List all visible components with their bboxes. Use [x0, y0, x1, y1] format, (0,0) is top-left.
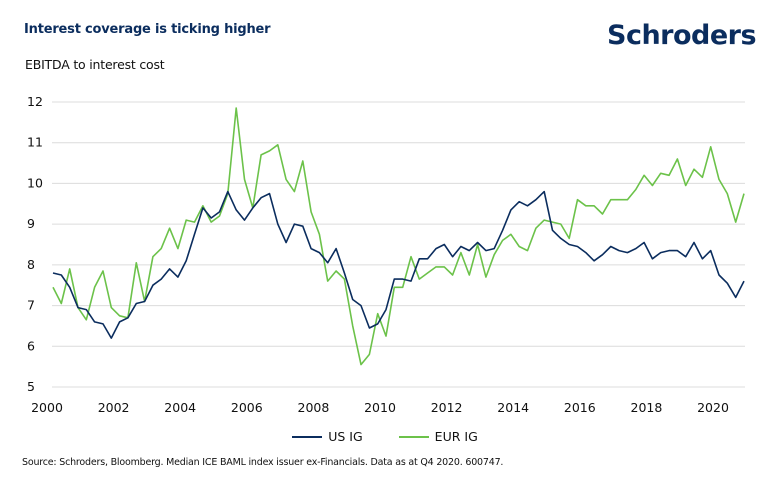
- legend: US IG EUR IG: [0, 429, 770, 444]
- x-tick-label: 2008: [298, 400, 330, 415]
- line-chart: 5 6 7 8 9 10 11 12 2000 2002 2004 2006 2008 2010 2012…: [27, 94, 745, 415]
- legend-item-eur-ig: EUR IG: [398, 429, 478, 444]
- series-line-eur-ig: [52, 107, 745, 366]
- x-tick-label: 2010: [364, 400, 396, 415]
- y-tick-label: 5: [27, 379, 35, 394]
- y-axis-ticks: 5 6 7 8 9 10 11 12: [27, 94, 43, 394]
- x-tick-label: 2002: [98, 400, 130, 415]
- legend-label-eur-ig: EUR IG: [434, 429, 478, 444]
- gridlines: [52, 101, 745, 388]
- y-tick-label: 8: [27, 257, 35, 272]
- series-line-us-ig: [52, 190, 745, 339]
- x-axis-ticks: 2000 2002 2004 2006 2008 2010 2012 2014 2016 2018…: [31, 400, 729, 415]
- legend-swatch-us-ig: [292, 435, 323, 438]
- y-tick-label: 12: [27, 94, 43, 109]
- x-tick-label: 2016: [564, 400, 596, 415]
- series-lines: [52, 107, 745, 366]
- y-tick-label: 9: [27, 216, 35, 231]
- y-tick-label: 6: [27, 338, 35, 353]
- source-note: Source: Schroders, Bloomberg. Median ICE…: [22, 457, 504, 468]
- x-tick-label: 2018: [631, 400, 663, 415]
- legend-item-us-ig: US IG: [292, 429, 363, 444]
- chart-subtitle: EBITDA to interest cost: [25, 57, 165, 72]
- x-tick-label: 2012: [431, 400, 463, 415]
- legend-swatch-eur-ig: [398, 435, 429, 438]
- y-tick-label: 11: [27, 135, 43, 150]
- x-tick-label: 2006: [231, 400, 263, 415]
- chart-title: Interest coverage is ticking higher: [24, 22, 271, 37]
- y-tick-label: 10: [27, 175, 43, 190]
- schroders-logo: Schroders: [607, 20, 757, 51]
- y-tick-label: 7: [27, 298, 35, 313]
- x-tick-label: 2014: [497, 400, 529, 415]
- x-tick-label: 2000: [31, 400, 63, 415]
- x-tick-label: 2004: [164, 400, 196, 415]
- x-tick-label: 2020: [697, 400, 729, 415]
- legend-label-us-ig: US IG: [328, 429, 363, 444]
